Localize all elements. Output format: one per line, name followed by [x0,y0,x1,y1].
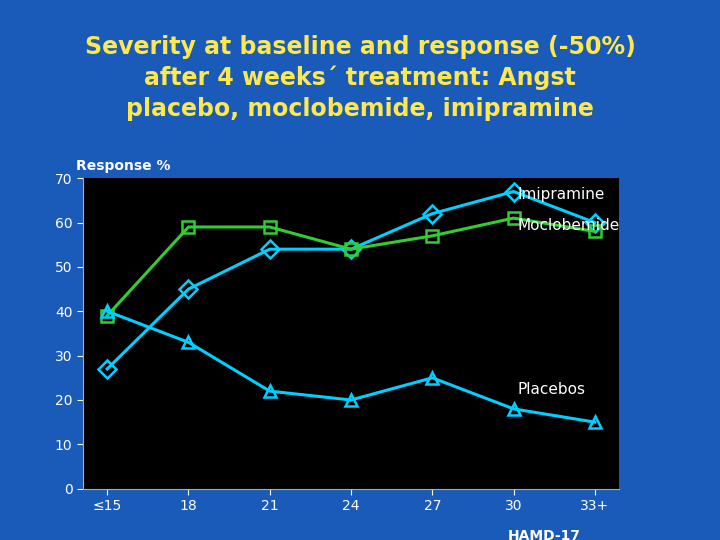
Text: Moclobemide: Moclobemide [518,218,620,233]
Text: Placebos: Placebos [518,382,585,397]
Text: HAMD-17
Baseline-Score: HAMD-17 Baseline-Score [486,529,603,540]
Text: Imipramine: Imipramine [518,187,605,202]
Text: Response %: Response % [76,159,170,173]
Text: Severity at baseline and response (-50%)
after 4 weeks´ treatment: Angst
placebo: Severity at baseline and response (-50%)… [84,35,636,121]
